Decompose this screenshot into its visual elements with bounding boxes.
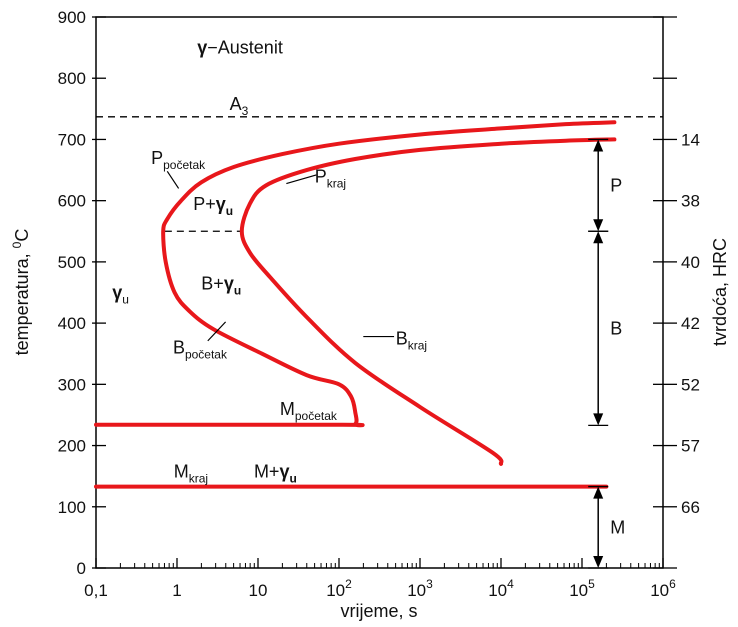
label-bkraj: Bkraj — [396, 329, 427, 353]
arrow-head-up — [593, 486, 604, 499]
y-tick-label: 900 — [58, 8, 86, 27]
phase-labels: γ−Austenit A3 Ppočetak Pkraj P+γu γu B+γu Bpoče… — [112, 38, 427, 486]
y-axis-title-text: temperatura, — [12, 248, 32, 355]
phase-arrows: P B M — [588, 138, 625, 569]
label-leader — [166, 170, 180, 189]
curve-2 — [239, 137, 617, 466]
y-axis-title: temperatura, 0C — [10, 229, 32, 356]
label-pgamma: P+γu — [193, 194, 233, 218]
y-tick-label: 500 — [58, 253, 86, 272]
arrow-label-m: M — [610, 517, 625, 537]
dashed-lines — [96, 116, 663, 232]
y-tick-label: 800 — [58, 69, 86, 88]
y-tick-label: 300 — [58, 375, 86, 394]
y2-tick-label: 52 — [681, 375, 700, 394]
y2-tick-label: 57 — [681, 437, 700, 456]
arrow-head-down — [593, 556, 604, 568]
y2-tick-label: 66 — [681, 498, 700, 517]
plot-frame — [95, 16, 664, 569]
x-tick-label: 102 — [326, 577, 352, 600]
y-axis-title-sup: 0 — [10, 241, 24, 248]
label-pkraj: Pkraj — [315, 166, 346, 190]
label-gammau: γu — [112, 283, 129, 307]
y-tick-label: 0 — [77, 559, 86, 578]
y2-tick-label: 14 — [681, 130, 700, 149]
label-mpocetak: Mpočetak — [280, 399, 338, 423]
curve-1 — [94, 120, 617, 428]
x-tick-label: 106 — [650, 577, 676, 600]
y-tick-label: 400 — [58, 314, 86, 333]
y2-tick-label: 42 — [681, 314, 700, 333]
y-tick-label: 700 — [58, 130, 86, 149]
label-leader — [286, 174, 317, 185]
label-bgamma: B+γu — [201, 273, 241, 297]
y2-tick-label: 38 — [681, 192, 700, 211]
y-tick-label: 100 — [58, 498, 86, 517]
arrow-head-down — [593, 413, 604, 426]
y-tick-label: 600 — [58, 192, 86, 211]
arrow-head-up — [593, 231, 604, 244]
label-austenit: γ−Austenit — [197, 38, 283, 58]
y-tick-label: 200 — [58, 437, 86, 456]
arrow-label-p: P — [610, 175, 622, 195]
y2-axis-title: tvrdoća, HRC — [710, 238, 730, 346]
curves — [94, 120, 617, 489]
x-tick-label: 105 — [569, 577, 595, 600]
arrow-label-b: B — [610, 318, 622, 338]
label-mkraj: Mkraj — [174, 461, 208, 485]
y2-tick-label: 40 — [681, 253, 700, 272]
label-ppocetak: Ppočetak — [151, 148, 206, 172]
label-bpocetak: Bpočetak — [173, 338, 228, 362]
label-a3: A3 — [230, 94, 249, 118]
x-axis-title: vrijeme, s — [340, 601, 417, 621]
x-tick-label: 104 — [488, 577, 514, 600]
label-mgamma: M+γu — [254, 461, 297, 485]
label-leader — [207, 321, 227, 342]
axis-ticks: 0 100 200 300 400 500 600 700 800 900 14 38 40 42 52 57… — [58, 8, 700, 600]
x-tick-label: 10 — [249, 581, 268, 600]
x-tick-label: 103 — [407, 577, 433, 600]
y-axis-title-unit: C — [12, 229, 32, 242]
x-tick-label: 1 — [172, 581, 181, 600]
arrow-head-up — [593, 139, 604, 152]
arrow-head-down — [593, 219, 604, 232]
x-tick-label: 0,1 — [84, 581, 108, 600]
